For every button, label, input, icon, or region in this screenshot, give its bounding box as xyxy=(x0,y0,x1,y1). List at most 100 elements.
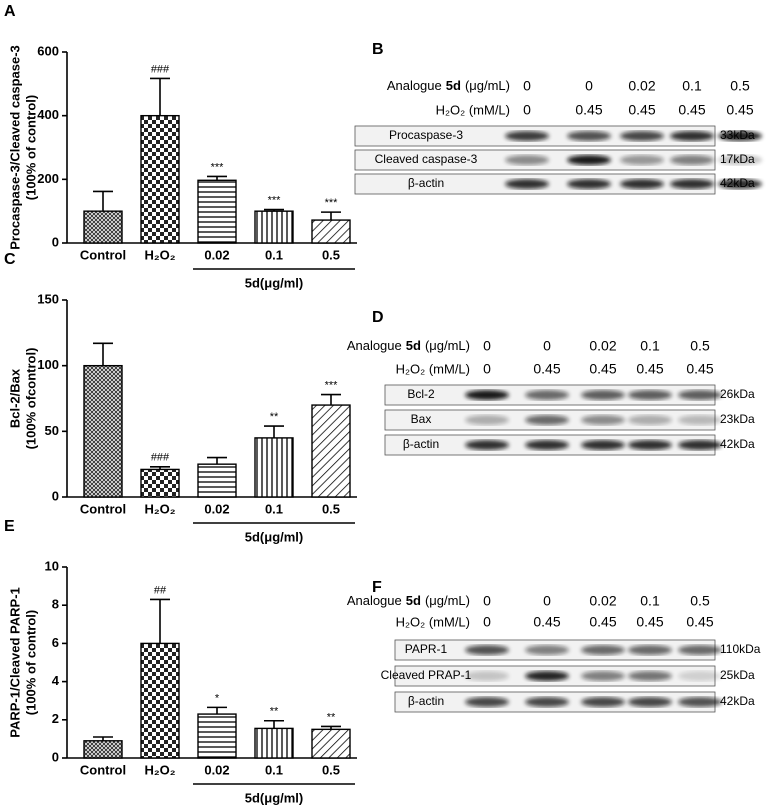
blot-band xyxy=(465,390,509,400)
treatment-value: 0.02 xyxy=(628,78,655,94)
treatment-value: 0 xyxy=(585,78,593,94)
x-tick-label: 0.5 xyxy=(322,762,340,777)
blot-band xyxy=(670,155,714,165)
bar xyxy=(197,179,237,244)
treatment-value: 0.1 xyxy=(682,78,702,94)
band-size: 110kDa xyxy=(720,642,761,656)
bar xyxy=(83,364,123,498)
band-name: β-actin xyxy=(403,437,439,451)
band-size: 42kDa xyxy=(720,176,755,190)
blot-band xyxy=(678,415,722,425)
x-tick-label: 0.1 xyxy=(265,247,283,262)
significance-label: * xyxy=(215,692,220,704)
y-tick-label: 0 xyxy=(52,488,59,503)
band-name: β-actin xyxy=(408,694,444,708)
y-tick-label: 150 xyxy=(37,291,59,306)
y-tick-label: 2 xyxy=(52,711,59,726)
significance-label: *** xyxy=(325,379,339,391)
treatment-prefix: Analogue xyxy=(387,78,442,93)
h2o2-value: 0.45 xyxy=(636,614,663,630)
band-size: 23kDa xyxy=(720,412,755,426)
blot-band xyxy=(581,440,625,450)
band-name: Procaspase-3 xyxy=(389,128,463,142)
blot-band xyxy=(465,645,509,655)
x-tick-label: Control xyxy=(80,762,126,777)
y-tick-label: 600 xyxy=(37,43,59,58)
x-tick-label: 0.02 xyxy=(204,247,229,262)
bar xyxy=(140,468,180,498)
blot-band xyxy=(628,415,672,425)
y-axis-label: (100% of control) xyxy=(23,610,38,715)
blot-band xyxy=(718,155,762,165)
bar xyxy=(140,114,180,244)
x-tick-label: 0.5 xyxy=(322,501,340,516)
band-size: 42kDa xyxy=(720,694,755,708)
y-axis-label: Bcl-2/Bax xyxy=(7,368,22,428)
h2o2-value: 0.45 xyxy=(589,361,616,377)
h2o2-label: H₂O₂ (mM/L) xyxy=(396,614,470,629)
x-tick-label: 0.1 xyxy=(265,501,283,516)
treatment-unit: (μg/mL) xyxy=(425,338,470,353)
group-label: 5d(μg/ml) xyxy=(245,790,304,805)
bar xyxy=(197,713,237,759)
blot-band xyxy=(465,415,509,425)
treatment-value: 0 xyxy=(523,78,531,94)
blot-band xyxy=(581,671,625,681)
bar xyxy=(311,728,351,759)
blot-band xyxy=(628,645,672,655)
treatment-prefix: Analogue xyxy=(347,593,402,608)
treatment-label: Analogue 5d (μg/mL) xyxy=(347,338,470,353)
y-tick-label: 0 xyxy=(52,749,59,764)
y-tick-label: 4 xyxy=(52,673,60,688)
y-axis-label: PARP-1/Cleaved PARP-1 xyxy=(7,587,22,738)
band-size: 25kDa xyxy=(720,668,755,682)
blot-band xyxy=(670,179,714,189)
x-tick-label: Control xyxy=(80,501,126,516)
h2o2-value: 0.45 xyxy=(628,102,655,118)
x-tick-label: H₂O₂ xyxy=(144,501,175,516)
blot-band xyxy=(525,697,569,707)
treatment-value: 0.5 xyxy=(730,78,750,94)
bar xyxy=(311,219,351,244)
band-size: 42kDa xyxy=(720,437,755,451)
blot-band xyxy=(525,390,569,400)
blot-band xyxy=(628,390,672,400)
x-tick-label: 0.5 xyxy=(322,247,340,262)
bar xyxy=(83,740,123,759)
blot-band xyxy=(620,179,664,189)
y-tick-label: 200 xyxy=(37,171,59,186)
blot-band xyxy=(628,440,672,450)
treatment-unit: (μg/mL) xyxy=(465,78,510,93)
treatment-value: 0 xyxy=(543,338,551,354)
treatment-compound: 5d xyxy=(406,593,421,608)
blot-band xyxy=(505,179,549,189)
band-name: Bax xyxy=(411,412,432,426)
blot-band xyxy=(567,131,611,141)
treatment-value: 0 xyxy=(483,338,491,354)
band-name: Cleaved caspase-3 xyxy=(375,152,478,166)
blot-band xyxy=(678,697,722,707)
y-axis-label: (100% ofcontrol) xyxy=(23,348,38,450)
blot-band xyxy=(718,131,762,141)
treatment-value: 0.1 xyxy=(640,338,660,354)
treatment-unit: (μg/mL) xyxy=(425,593,470,608)
h2o2-value: 0 xyxy=(523,102,531,118)
y-tick-label: 6 xyxy=(52,635,59,650)
blot-band xyxy=(567,155,611,165)
y-tick-label: 400 xyxy=(37,107,59,122)
x-tick-label: H₂O₂ xyxy=(144,762,175,777)
blot-band xyxy=(465,697,509,707)
band-size: 33kDa xyxy=(720,128,755,142)
significance-label: ** xyxy=(270,411,279,423)
treatment-compound: 5d xyxy=(406,338,421,353)
bar xyxy=(311,404,351,498)
significance-label: ### xyxy=(151,63,170,75)
h2o2-value: 0.45 xyxy=(636,361,663,377)
bar xyxy=(197,463,237,498)
x-tick-label: 0.02 xyxy=(204,501,229,516)
blot-band xyxy=(620,155,664,165)
blot-band xyxy=(505,155,549,165)
y-tick-label: 0 xyxy=(52,234,59,249)
group-label: 5d(μg/ml) xyxy=(245,529,304,544)
